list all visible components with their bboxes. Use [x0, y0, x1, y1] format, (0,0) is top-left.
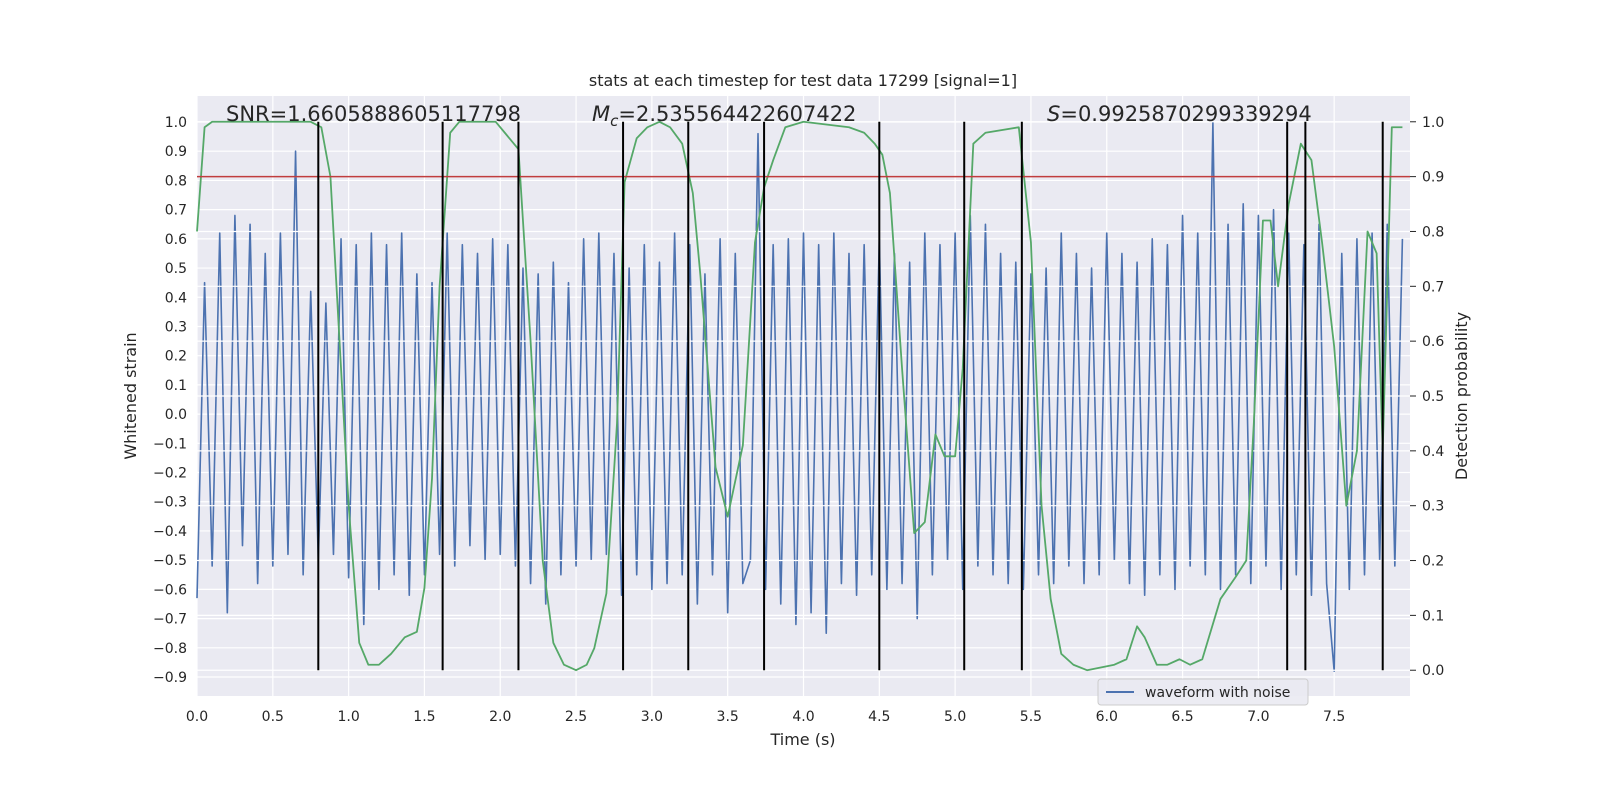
- annotation-text: SNR=1.6605888605117798: [226, 102, 521, 126]
- annotation-text: =2.535564422607422: [618, 102, 856, 126]
- y2-tick-label: 0.8: [1422, 224, 1444, 240]
- x-axis-label: Time (s): [769, 730, 835, 749]
- x-tick-label: 5.5: [1020, 709, 1042, 725]
- y-tick-label: −0.2: [153, 466, 187, 482]
- y-tick-label: −0.8: [153, 641, 187, 657]
- annotation-text: =0.9925870299339294: [1060, 102, 1311, 126]
- x-tick-label: 5.0: [944, 709, 966, 725]
- y-tick-label: 0.1: [165, 378, 187, 394]
- x-tick-label: 7.5: [1323, 709, 1345, 725]
- legend-label: waveform with noise: [1145, 685, 1290, 701]
- legend-box: [1097, 678, 1309, 706]
- x-tick-label: 4.0: [792, 709, 814, 725]
- x-tick-label: 0.0: [186, 709, 208, 725]
- x-tick-label: 6.5: [1171, 709, 1193, 725]
- y2-tick-label: 0.1: [1422, 608, 1444, 624]
- y-tick-label: 1.0: [165, 115, 187, 131]
- y-tick-label: −0.5: [153, 553, 187, 569]
- y2-tick-label: 0.2: [1422, 554, 1444, 570]
- y2-tick-label: 0.3: [1422, 499, 1444, 515]
- y2-tick-label: 0.0: [1422, 663, 1444, 679]
- y-tick-label: 0.9: [165, 144, 187, 160]
- y-tick-label: −0.7: [153, 612, 187, 628]
- y-tick-label: −0.6: [153, 582, 187, 598]
- x-tick-label: 3.0: [641, 709, 663, 725]
- annotation: SNR=1.6605888605117798: [226, 102, 521, 126]
- y2-tick-label: 0.7: [1422, 279, 1444, 295]
- y2-tick-label: 0.9: [1422, 170, 1444, 186]
- y2-tick-label: 0.5: [1422, 389, 1444, 405]
- x-tick-label: 7.0: [1247, 709, 1269, 725]
- x-tick-label: 6.0: [1096, 709, 1118, 725]
- annotation-symbol: S: [1047, 102, 1060, 126]
- y-tick-label: −0.4: [153, 524, 187, 540]
- y-tick-label: 0.7: [165, 203, 187, 219]
- y-tick-label: 0.2: [165, 349, 187, 365]
- x-tick-label: 0.5: [262, 709, 284, 725]
- x-tick-label: 1.5: [413, 709, 435, 725]
- y-tick-label: −0.1: [153, 436, 187, 452]
- y2-tick-label: 0.4: [1422, 444, 1444, 460]
- y2-tick-label: 0.6: [1422, 334, 1444, 350]
- y-tick-label: −0.9: [153, 670, 187, 686]
- probability-line: [196, 120, 1403, 672]
- x-tick-label: 1.0: [337, 709, 359, 725]
- y-tick-label: −0.3: [153, 495, 187, 511]
- y-tick-label: 0.5: [165, 261, 187, 277]
- x-tick-label: 3.5: [717, 709, 739, 725]
- y-tick-label: 0.0: [165, 407, 187, 423]
- x-tick-label: 2.5: [565, 709, 587, 725]
- y-tick-label: 0.6: [165, 232, 187, 248]
- y2-tick-label: 1.0: [1422, 115, 1444, 131]
- chart-title: stats at each timestep for test data 172…: [589, 71, 1017, 90]
- annotation-subscript: c: [610, 112, 619, 130]
- y2-axis-label: Detection probability: [1452, 312, 1471, 480]
- annotation: S=0.9925870299339294: [1047, 102, 1312, 126]
- y-tick-label: 0.3: [165, 319, 187, 335]
- y-tick-label: 0.8: [165, 173, 187, 189]
- annotation: Mc=2.535564422607422: [592, 102, 856, 130]
- y-tick-label: 0.4: [165, 290, 187, 306]
- y-axis-label: Whitened strain: [121, 332, 140, 459]
- waveform-line: [196, 121, 1404, 672]
- x-tick-label: 2.0: [489, 709, 511, 725]
- x-tick-label: 4.5: [868, 709, 890, 725]
- annotation-symbol: M: [592, 102, 610, 126]
